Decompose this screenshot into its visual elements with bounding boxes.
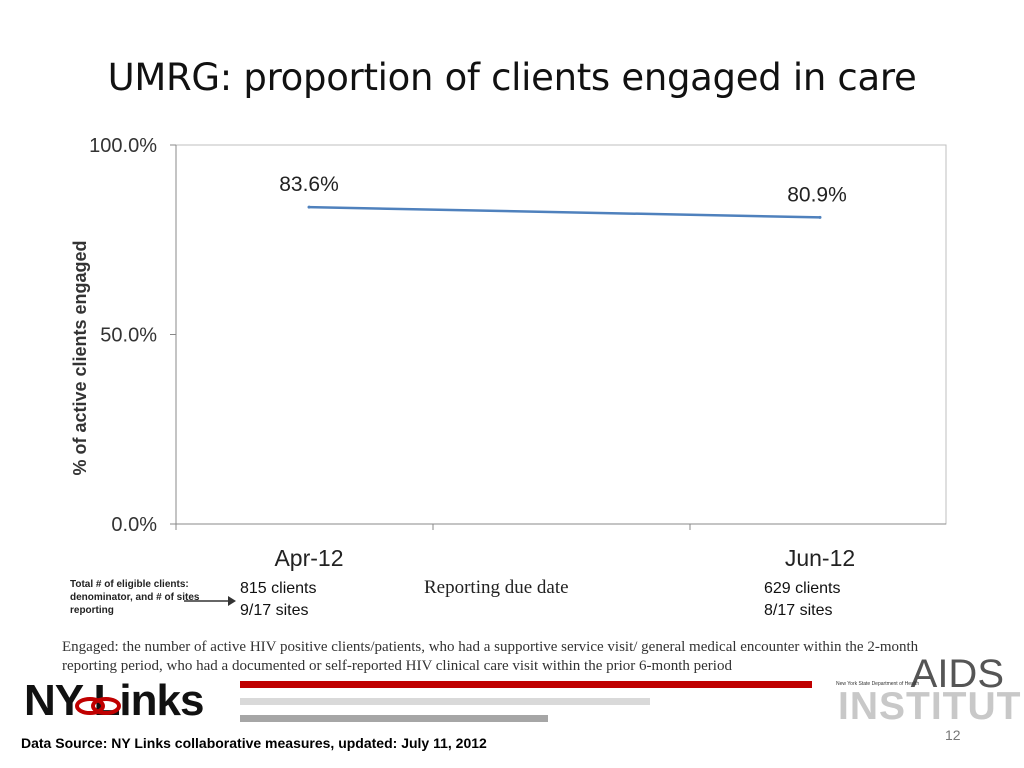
- data-point: [307, 205, 311, 209]
- y-tick-label: 100.0%: [89, 135, 157, 157]
- y-tick-label: 50.0%: [100, 325, 157, 347]
- clients-count: 815 clients: [240, 580, 317, 597]
- x-tick-label: Apr-12: [274, 545, 343, 571]
- page-number: 12: [945, 727, 961, 743]
- denominator-apr: 815 clients 9/17 sites: [240, 578, 317, 622]
- sites-count: 9/17 sites: [240, 602, 309, 619]
- accent-bar-gray: [240, 715, 548, 722]
- aids-institute-logo: AIDS New York State Department of Health…: [836, 650, 1024, 768]
- denominator-jun: 629 clients 8/17 sites: [764, 578, 841, 622]
- nys-doh-label: New York State Department of Health: [836, 681, 920, 687]
- y-tick-label: 0.0%: [111, 514, 157, 536]
- x-axis-title: Reporting due date: [424, 577, 569, 598]
- clients-count: 629 clients: [764, 580, 841, 597]
- aids-word: AIDS: [910, 652, 1004, 696]
- y-axis-title: % of active clients engaged: [70, 240, 90, 475]
- slide-title: UMRG: proportion of clients engaged in c…: [107, 56, 917, 99]
- arrow-right-icon: [184, 596, 236, 606]
- institute-word: INSTITUTE: [838, 685, 1024, 728]
- line-chart: 0.0%50.0%100.0% Apr-12 Jun-12 83.6% 80.9% …: [70, 135, 947, 571]
- series-line: [308, 205, 821, 219]
- accent-bar-red: [240, 681, 812, 688]
- accent-bar-light-gray: [240, 698, 650, 705]
- data-label: 80.9%: [787, 183, 847, 206]
- data-point: [818, 215, 822, 219]
- engaged-definition: Engaged: the number of active HIV positi…: [62, 639, 919, 674]
- sites-count: 8/17 sites: [764, 602, 833, 619]
- data-label: 83.6%: [279, 173, 339, 196]
- chain-link-icon: [75, 697, 121, 715]
- data-source: Data Source: NY Links collaborative meas…: [21, 735, 487, 751]
- x-tick-label: Jun-12: [785, 545, 855, 571]
- denominator-note: Total # of eligible clients: denominator…: [70, 579, 200, 616]
